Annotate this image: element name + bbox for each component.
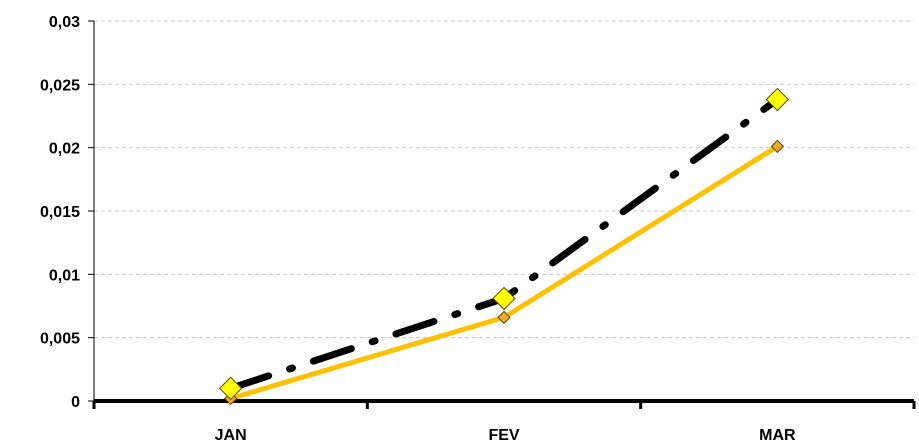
series-0-point-2 (770, 139, 785, 154)
series-lines (227, 96, 781, 401)
y-tick-label-2: 0,01 (49, 267, 80, 284)
y-tick-label-3: 0,015 (40, 204, 80, 221)
series-1-point-0 (218, 376, 243, 401)
y-tick-label-6: 0,03 (49, 14, 80, 31)
y-tick-label-0: 0 (71, 394, 80, 411)
series-1-point-2 (765, 87, 790, 112)
axes (88, 20, 916, 409)
y-tick-label-1: 0,005 (40, 331, 80, 348)
series-1-point-1 (492, 286, 516, 311)
x-tick-label-0: JAN (215, 427, 247, 444)
y-tick-label-5: 0,025 (40, 77, 80, 94)
x-tick-label-2: MAR (759, 427, 796, 444)
series-line-1 (227, 96, 781, 392)
grid-lines (94, 20, 914, 339)
x-tick-label-1: FEV (488, 427, 519, 444)
series-markers (218, 87, 790, 406)
y-tick-label-4: 0,02 (49, 141, 80, 158)
series-0-point-1 (497, 310, 511, 325)
tick-labels: 0 0,005 0,01 0,015 0,02 0,025 0,03 JAN FEV MAR (40, 14, 796, 444)
